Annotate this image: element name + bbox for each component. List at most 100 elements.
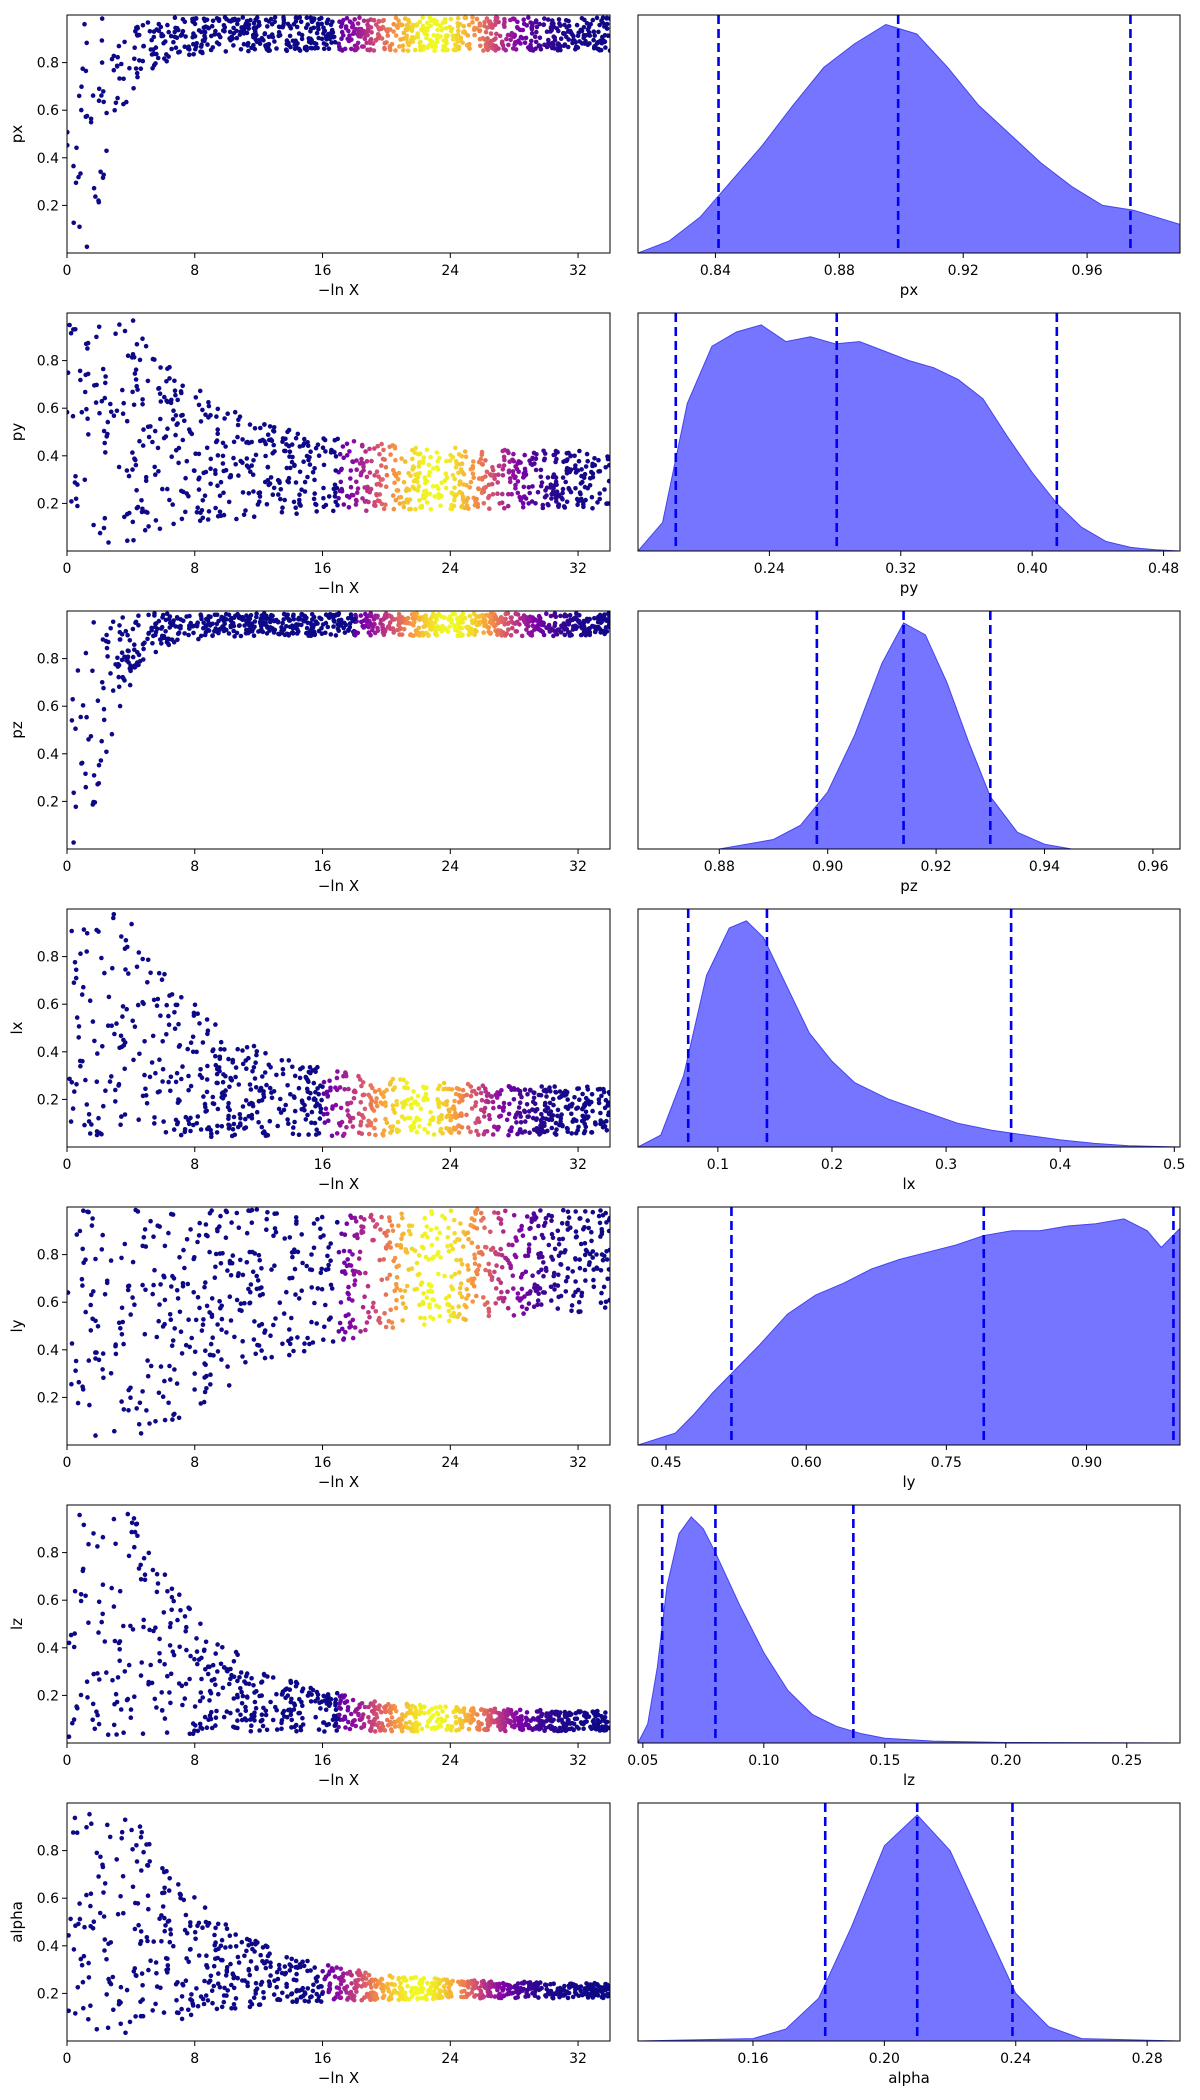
trace-point	[338, 467, 344, 473]
trace-point	[456, 1087, 462, 1092]
trace-point	[604, 1257, 610, 1262]
trace-point	[488, 631, 493, 636]
trace-point	[271, 1089, 277, 1094]
trace-point	[178, 1329, 184, 1334]
trace-point	[247, 422, 253, 427]
posterior-density-area	[638, 920, 1180, 1147]
trace-point	[296, 1132, 302, 1138]
trace-point	[140, 956, 145, 962]
trace-point	[605, 1276, 610, 1282]
trace-point	[476, 614, 482, 620]
trace-point	[455, 32, 461, 37]
trace-point	[341, 625, 347, 631]
trace-point	[191, 630, 196, 636]
trace-point	[329, 40, 334, 45]
trace-point	[386, 623, 392, 629]
trace-point	[471, 611, 477, 616]
trace-point	[186, 1073, 191, 1079]
trace-point	[398, 22, 404, 27]
trace-point	[140, 402, 145, 407]
trace-point	[227, 474, 233, 480]
trace-point	[488, 41, 494, 46]
trace-point	[452, 1125, 458, 1131]
trace-point	[196, 451, 202, 457]
trace-point	[518, 460, 523, 465]
trace-point	[408, 473, 413, 479]
trace-point	[535, 489, 541, 495]
trace-point	[470, 464, 476, 469]
trace-point	[438, 34, 443, 39]
trace-point	[385, 33, 391, 38]
trace-point	[312, 466, 317, 471]
trace-point	[244, 1260, 250, 1265]
trace-point	[172, 378, 177, 384]
trace-point	[520, 1233, 526, 1238]
trace-point	[547, 1085, 552, 1090]
trace-point	[73, 1358, 79, 1364]
trace-point	[420, 1299, 426, 1305]
trace-point	[571, 1293, 576, 1298]
trace-point	[402, 1288, 408, 1294]
trace-point	[330, 1104, 335, 1109]
trace-point	[556, 504, 561, 510]
trace-point	[281, 627, 287, 632]
trace-point	[197, 388, 203, 394]
trace-point	[461, 472, 467, 477]
trace-point	[91, 1289, 96, 1294]
trace-point	[257, 499, 262, 505]
trace-point	[387, 620, 393, 625]
trace-point	[472, 25, 477, 31]
trace-point	[238, 1670, 244, 1675]
trace-point	[426, 633, 431, 639]
trace-point	[297, 469, 303, 475]
trace-point	[429, 1289, 435, 1294]
trace-point	[367, 1314, 372, 1320]
trace-point	[565, 1227, 571, 1232]
trace-point	[94, 1079, 100, 1084]
trace-point	[344, 441, 350, 447]
trace-point	[476, 1086, 482, 1091]
trace-point	[412, 450, 418, 455]
trace-point	[379, 1214, 384, 1220]
trace-point	[84, 40, 89, 46]
trace-point	[461, 499, 467, 505]
trace-point	[280, 1341, 285, 1347]
trace-point	[321, 46, 327, 52]
trace-point	[256, 1252, 262, 1258]
trace-point	[330, 19, 335, 25]
trace-point	[312, 41, 318, 46]
trace-point	[597, 491, 602, 496]
trace-point	[194, 1121, 200, 1126]
trace-point	[481, 485, 487, 491]
trace-point	[255, 1278, 261, 1283]
trace-point	[393, 1305, 399, 1311]
trace-point	[238, 458, 243, 464]
trace-point	[82, 21, 87, 27]
trace-point	[295, 1249, 301, 1255]
trace-point	[363, 449, 368, 454]
trace-point	[241, 41, 247, 47]
trace-point	[162, 1417, 168, 1423]
trace-point	[437, 1230, 443, 1236]
trace-point	[132, 45, 137, 50]
trace-point	[84, 244, 90, 250]
trace-point	[184, 458, 190, 464]
trace-point	[338, 24, 344, 29]
trace-point	[96, 86, 102, 92]
trace-point	[352, 1282, 357, 1288]
trace-point	[244, 30, 250, 36]
trace-point	[488, 1247, 494, 1252]
trace-point	[550, 489, 556, 494]
trace-point	[259, 613, 265, 618]
trace-point	[226, 1383, 232, 1388]
trace-point	[486, 1261, 492, 1267]
trace-point	[495, 628, 501, 633]
y-tick-label: 0.8	[37, 1248, 59, 1264]
trace-point	[515, 490, 521, 496]
trace-point	[437, 1313, 443, 1319]
trace-point	[444, 475, 450, 481]
trace-point	[511, 459, 517, 464]
trace-point	[156, 386, 162, 391]
trace-point	[99, 955, 104, 961]
trace-point	[558, 1116, 564, 1121]
